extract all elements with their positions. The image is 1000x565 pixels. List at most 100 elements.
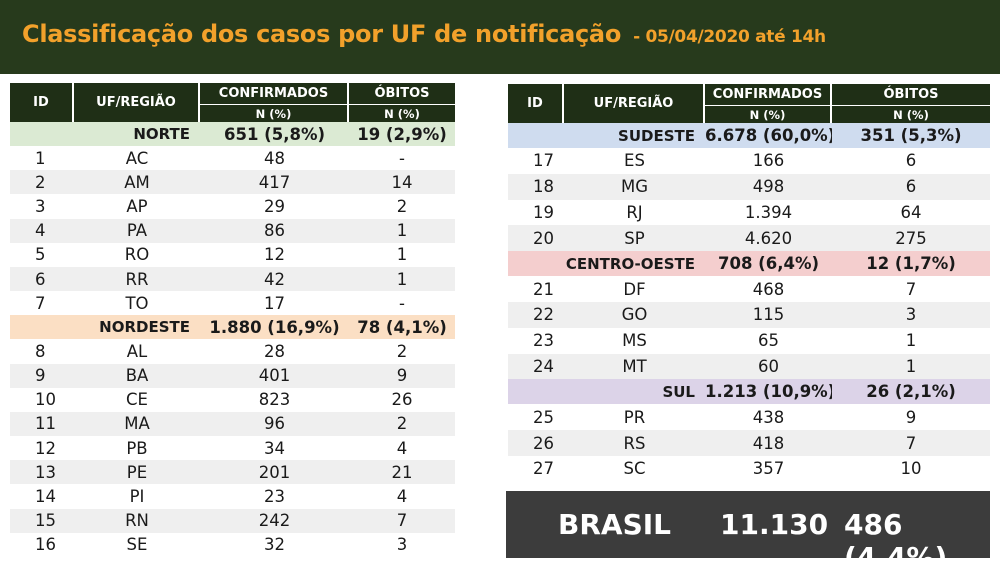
row-obitos: 6 xyxy=(832,173,990,200)
row-confirmados: 17 xyxy=(200,291,349,316)
row-confirmados: 48 xyxy=(200,146,349,171)
row-id: 7 xyxy=(10,291,74,316)
table-row: 3 AP 29 2 xyxy=(10,194,455,219)
row-confirmados: 28 xyxy=(200,339,349,364)
row-id: 4 xyxy=(10,218,74,243)
col-uf-header: UF/REGIÃO xyxy=(74,83,200,122)
col-id-header: ID xyxy=(508,84,564,123)
row-uf: MG xyxy=(564,173,705,200)
row-confirmados: 42 xyxy=(200,266,349,292)
row-id: 9 xyxy=(10,363,74,388)
table-row: 12 PB 34 4 xyxy=(10,436,455,461)
row-uf: SC xyxy=(564,455,705,482)
table-row: 16 SE 32 3 xyxy=(10,532,455,557)
region-obitos: 78 (4,1%) xyxy=(349,315,455,340)
row-obitos: 7 xyxy=(832,276,990,302)
row-confirmados: 468 xyxy=(705,276,832,302)
table-row: 20 SP 4.620 275 xyxy=(508,225,990,252)
table-row: 7 TO 17- xyxy=(10,291,455,316)
row-id: 12 xyxy=(10,436,74,461)
row-id: 25 xyxy=(508,404,564,431)
row-uf: AM xyxy=(74,170,200,195)
row-uf: RN xyxy=(74,508,200,533)
row-obitos: 9 xyxy=(832,404,990,431)
row-id: 1 xyxy=(10,146,74,171)
row-confirmados: 166 xyxy=(705,148,832,174)
row-uf: PE xyxy=(74,460,200,485)
region-confirmados: 651 (5,8%) xyxy=(200,122,349,146)
row-obitos: 2 xyxy=(349,194,455,219)
row-uf: SP xyxy=(564,225,705,252)
table-row: 1 AC 48- xyxy=(10,146,455,171)
row-uf: SE xyxy=(74,532,200,557)
row-obitos: - xyxy=(349,291,455,316)
row-confirmados: 29 xyxy=(200,194,349,219)
region-name: CENTRO-OESTE xyxy=(508,251,705,277)
row-uf: AC xyxy=(74,146,200,171)
region-obitos: 351 (5,3%) xyxy=(832,123,990,148)
row-confirmados: 823 xyxy=(200,387,349,412)
brasil-obitos: 486 (4,4%) xyxy=(844,508,948,565)
brasil-confirmados: 11.130 xyxy=(720,508,829,541)
row-confirmados: 32 xyxy=(200,532,349,557)
row-uf: MS xyxy=(564,327,705,354)
row-id: 13 xyxy=(10,460,74,485)
row-confirmados: 34 xyxy=(200,436,349,461)
row-id: 2 xyxy=(10,170,74,195)
left-table: ID UF/REGIÃO CONFIRMADOS ÓBITOS N (%) N … xyxy=(10,83,455,557)
row-id: 22 xyxy=(508,301,564,328)
row-uf: CE xyxy=(74,387,200,412)
row-confirmados: 23 xyxy=(200,484,349,509)
row-uf: TO xyxy=(74,291,200,316)
row-uf: PI xyxy=(74,484,200,509)
table-row: 8 AL 28 2 xyxy=(10,339,455,364)
row-confirmados: 4.620 xyxy=(705,225,832,252)
row-id: 23 xyxy=(508,327,564,354)
row-id: 15 xyxy=(10,508,74,533)
row-obitos: 14 xyxy=(349,170,455,195)
col-obitos-header: ÓBITOS xyxy=(832,84,990,105)
table-row: 2 AM 417 14 xyxy=(10,170,455,195)
region-obitos: 26 (2,1%) xyxy=(832,379,990,405)
row-id: 18 xyxy=(508,173,564,200)
row-obitos: 10 xyxy=(832,455,990,482)
row-confirmados: 1.394 xyxy=(705,199,832,226)
row-uf: PR xyxy=(564,404,705,431)
col-obitos-unit: N (%) xyxy=(832,105,990,123)
region-confirmados: 1.213 (10,9%) xyxy=(705,379,832,405)
row-uf: MA xyxy=(74,411,200,437)
table-row: 18 MG 498 6 xyxy=(508,173,990,200)
page-title: Classificação dos casos por UF de notifi… xyxy=(22,20,826,48)
row-confirmados: 418 xyxy=(705,430,832,456)
table-row: 17 ES 166 6 xyxy=(508,148,990,174)
row-id: 24 xyxy=(508,353,564,380)
row-id: 20 xyxy=(508,225,564,252)
row-uf: PB xyxy=(74,436,200,461)
row-id: 21 xyxy=(508,276,564,302)
region-row-sul: SUL 1.213 (10,9%) 26 (2,1%) xyxy=(508,379,990,405)
table-row: 19 RJ 1.394 64 xyxy=(508,199,990,226)
table-row: 4 PA 86 1 xyxy=(10,218,455,243)
row-uf: RO xyxy=(74,242,200,267)
row-obitos: 3 xyxy=(349,532,455,557)
row-obitos: 1 xyxy=(349,266,455,292)
row-id: 11 xyxy=(10,411,74,437)
table-row: 5 RO 12 1 xyxy=(10,242,455,267)
row-obitos: 2 xyxy=(349,411,455,437)
row-obitos: 9 xyxy=(349,363,455,388)
row-uf: GO xyxy=(564,301,705,328)
row-obitos: 21 xyxy=(349,460,455,485)
row-uf: RJ xyxy=(564,199,705,226)
row-obitos: 26 xyxy=(349,387,455,412)
row-id: 14 xyxy=(10,484,74,509)
table-row: 9 BA 401 9 xyxy=(10,363,455,388)
table-row: 15 RN 242 7 xyxy=(10,508,455,533)
row-id: 16 xyxy=(10,532,74,557)
row-confirmados: 357 xyxy=(705,455,832,482)
title-text: Classificação dos casos por UF de notifi… xyxy=(22,20,622,48)
row-confirmados: 401 xyxy=(200,363,349,388)
region-name: SUDESTE xyxy=(508,123,705,148)
row-obitos: 7 xyxy=(832,430,990,456)
row-confirmados: 12 xyxy=(200,242,349,267)
row-obitos: 1 xyxy=(832,353,990,380)
